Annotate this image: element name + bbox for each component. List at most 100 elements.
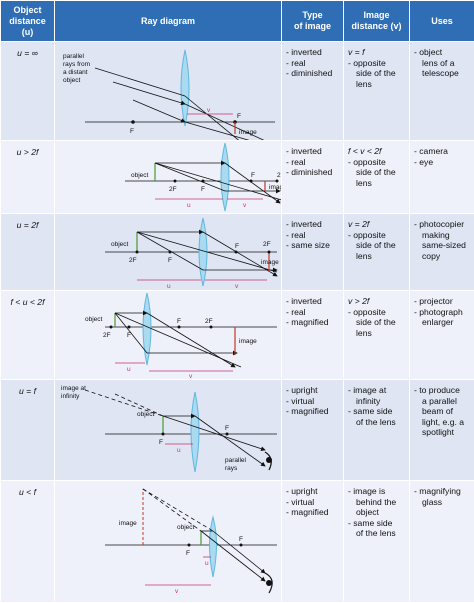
list-item: - image at bbox=[348, 385, 406, 396]
label-image: image bbox=[261, 259, 279, 266]
header-type-of-image: Type of image bbox=[282, 1, 344, 42]
type-of-image-cell: - inverted - real - magnified bbox=[282, 291, 344, 380]
focal-point bbox=[268, 251, 271, 254]
list-item: - magnifying bbox=[414, 486, 471, 497]
header-image-distance: Image distance (v) bbox=[344, 1, 410, 42]
header-ray-diagram: Ray diagram bbox=[55, 1, 282, 42]
header-row: Object distance (u) Ray diagram Type of … bbox=[1, 1, 474, 42]
label-a-distant: a distant bbox=[63, 69, 88, 76]
list-item: - inverted bbox=[286, 146, 340, 157]
lens bbox=[210, 517, 217, 577]
label-u: u bbox=[167, 283, 171, 290]
type-of-image-cell: - inverted - real - diminished bbox=[282, 141, 344, 214]
list-item: - image is bbox=[348, 486, 406, 497]
list-item: - real bbox=[286, 157, 340, 168]
list-item: - photocopier bbox=[414, 219, 471, 230]
list-item: side of the bbox=[348, 167, 406, 178]
label-u: u bbox=[127, 366, 131, 373]
list-item: side of the bbox=[348, 317, 406, 328]
label-f: F bbox=[239, 536, 243, 543]
uses-cell: - magnifying glass bbox=[410, 481, 474, 603]
list-item: beam of bbox=[414, 406, 471, 417]
list-item: side of the bbox=[348, 68, 406, 79]
image-distance-cell: f < v < 2f - opposite side of the lens bbox=[344, 141, 410, 214]
label-f: F bbox=[168, 257, 172, 264]
list-item: light, e.g. a bbox=[414, 417, 471, 428]
label-infinity: infinity bbox=[61, 393, 80, 400]
list-item: - photograph bbox=[414, 307, 471, 318]
list-item: v > 2f bbox=[348, 296, 406, 307]
list-item: - same side bbox=[348, 406, 406, 417]
list-item: - real bbox=[286, 58, 340, 69]
list-item: lens of a bbox=[414, 58, 471, 69]
ray-diagram-at-f: image at infinity object F F u parallel … bbox=[55, 380, 281, 480]
object-distance-cell: u < f bbox=[1, 481, 55, 603]
ray bbox=[95, 68, 185, 96]
list-item: - camera bbox=[414, 146, 471, 157]
label-image: image bbox=[269, 184, 281, 191]
ray bbox=[115, 313, 147, 353]
label-u: u bbox=[205, 560, 209, 567]
list-item: - magnified bbox=[286, 317, 340, 328]
ray-diagram-between-f-2f: object 2F F F 2F u v image bbox=[55, 291, 281, 379]
ray-diagram-cell: object 2F F F 2F u v image bbox=[55, 141, 282, 214]
uses-cell: - camera - eye bbox=[410, 141, 474, 214]
list-item: glass bbox=[414, 497, 471, 508]
list-item: - eye bbox=[414, 157, 471, 168]
uses-cell: - projector - photograph enlarger bbox=[410, 291, 474, 380]
list-item: - upright bbox=[286, 486, 340, 497]
label-2f: 2F bbox=[263, 241, 271, 248]
table-row: u > 2f ob bbox=[1, 141, 474, 214]
uses-cell: - object lens of a telescope bbox=[410, 42, 474, 141]
label-f: F bbox=[235, 243, 239, 250]
table-row: u = f bbox=[1, 380, 474, 481]
label-f: F bbox=[130, 128, 134, 135]
ray bbox=[163, 416, 265, 450]
image-distance-cell: v = 2f - opposite side of the lens bbox=[344, 214, 410, 291]
label-f: F bbox=[251, 172, 255, 179]
object-distance-cell: u = ∞ bbox=[1, 42, 55, 141]
label-rays-from: rays from bbox=[63, 61, 90, 68]
focal-point bbox=[169, 251, 172, 254]
list-item: a parallel bbox=[414, 396, 471, 407]
list-item: same-sized bbox=[414, 240, 471, 251]
header-text: Type bbox=[302, 10, 322, 20]
label-f: F bbox=[237, 113, 241, 120]
header-text: distance bbox=[9, 16, 46, 26]
focal-point bbox=[276, 180, 279, 183]
header-object-distance: Object distance (u) bbox=[1, 1, 55, 42]
list-item: of the lens bbox=[348, 528, 406, 539]
table-row: u = 2f ob bbox=[1, 214, 474, 291]
label-image: image bbox=[119, 520, 137, 527]
list-item: enlarger bbox=[414, 317, 471, 328]
list-item: - opposite bbox=[348, 58, 406, 69]
ray-diagram-cell: object 2F F F 2F u v image bbox=[55, 291, 282, 380]
list-item: - real bbox=[286, 230, 340, 241]
list-item: - to produce bbox=[414, 385, 471, 396]
label-image-at: image at bbox=[61, 385, 86, 392]
ray-diagram-at-2f: object 2F F F 2F u v image bbox=[55, 214, 281, 290]
list-item: - diminished bbox=[286, 68, 340, 79]
list-item: infinity bbox=[348, 396, 406, 407]
header-uses: Uses bbox=[410, 1, 474, 42]
list-item: - inverted bbox=[286, 296, 340, 307]
focal-point bbox=[131, 120, 135, 124]
list-item: object bbox=[348, 507, 406, 518]
list-item: - magnified bbox=[286, 406, 340, 417]
object-distance-cell: u = f bbox=[1, 380, 55, 481]
image-distance-cell: v > 2f - opposite side of the lens bbox=[344, 291, 410, 380]
header-text: Object bbox=[13, 5, 41, 15]
ray-diagram-cell: image object F F u v bbox=[55, 481, 282, 603]
list-item: - magnified bbox=[286, 507, 340, 518]
object-distance-cell: f < u < 2f bbox=[1, 291, 55, 380]
ray bbox=[133, 100, 185, 122]
label-object: object bbox=[131, 172, 149, 179]
image-distance-cell: v = f - opposite side of the lens bbox=[344, 42, 410, 141]
list-item: v = f bbox=[348, 47, 406, 58]
focal-point bbox=[174, 180, 177, 183]
header-text: Image bbox=[363, 10, 389, 20]
table-row: f < u < 2f bbox=[1, 291, 474, 380]
list-item: side of the bbox=[348, 240, 406, 251]
label-f: F bbox=[127, 332, 131, 339]
